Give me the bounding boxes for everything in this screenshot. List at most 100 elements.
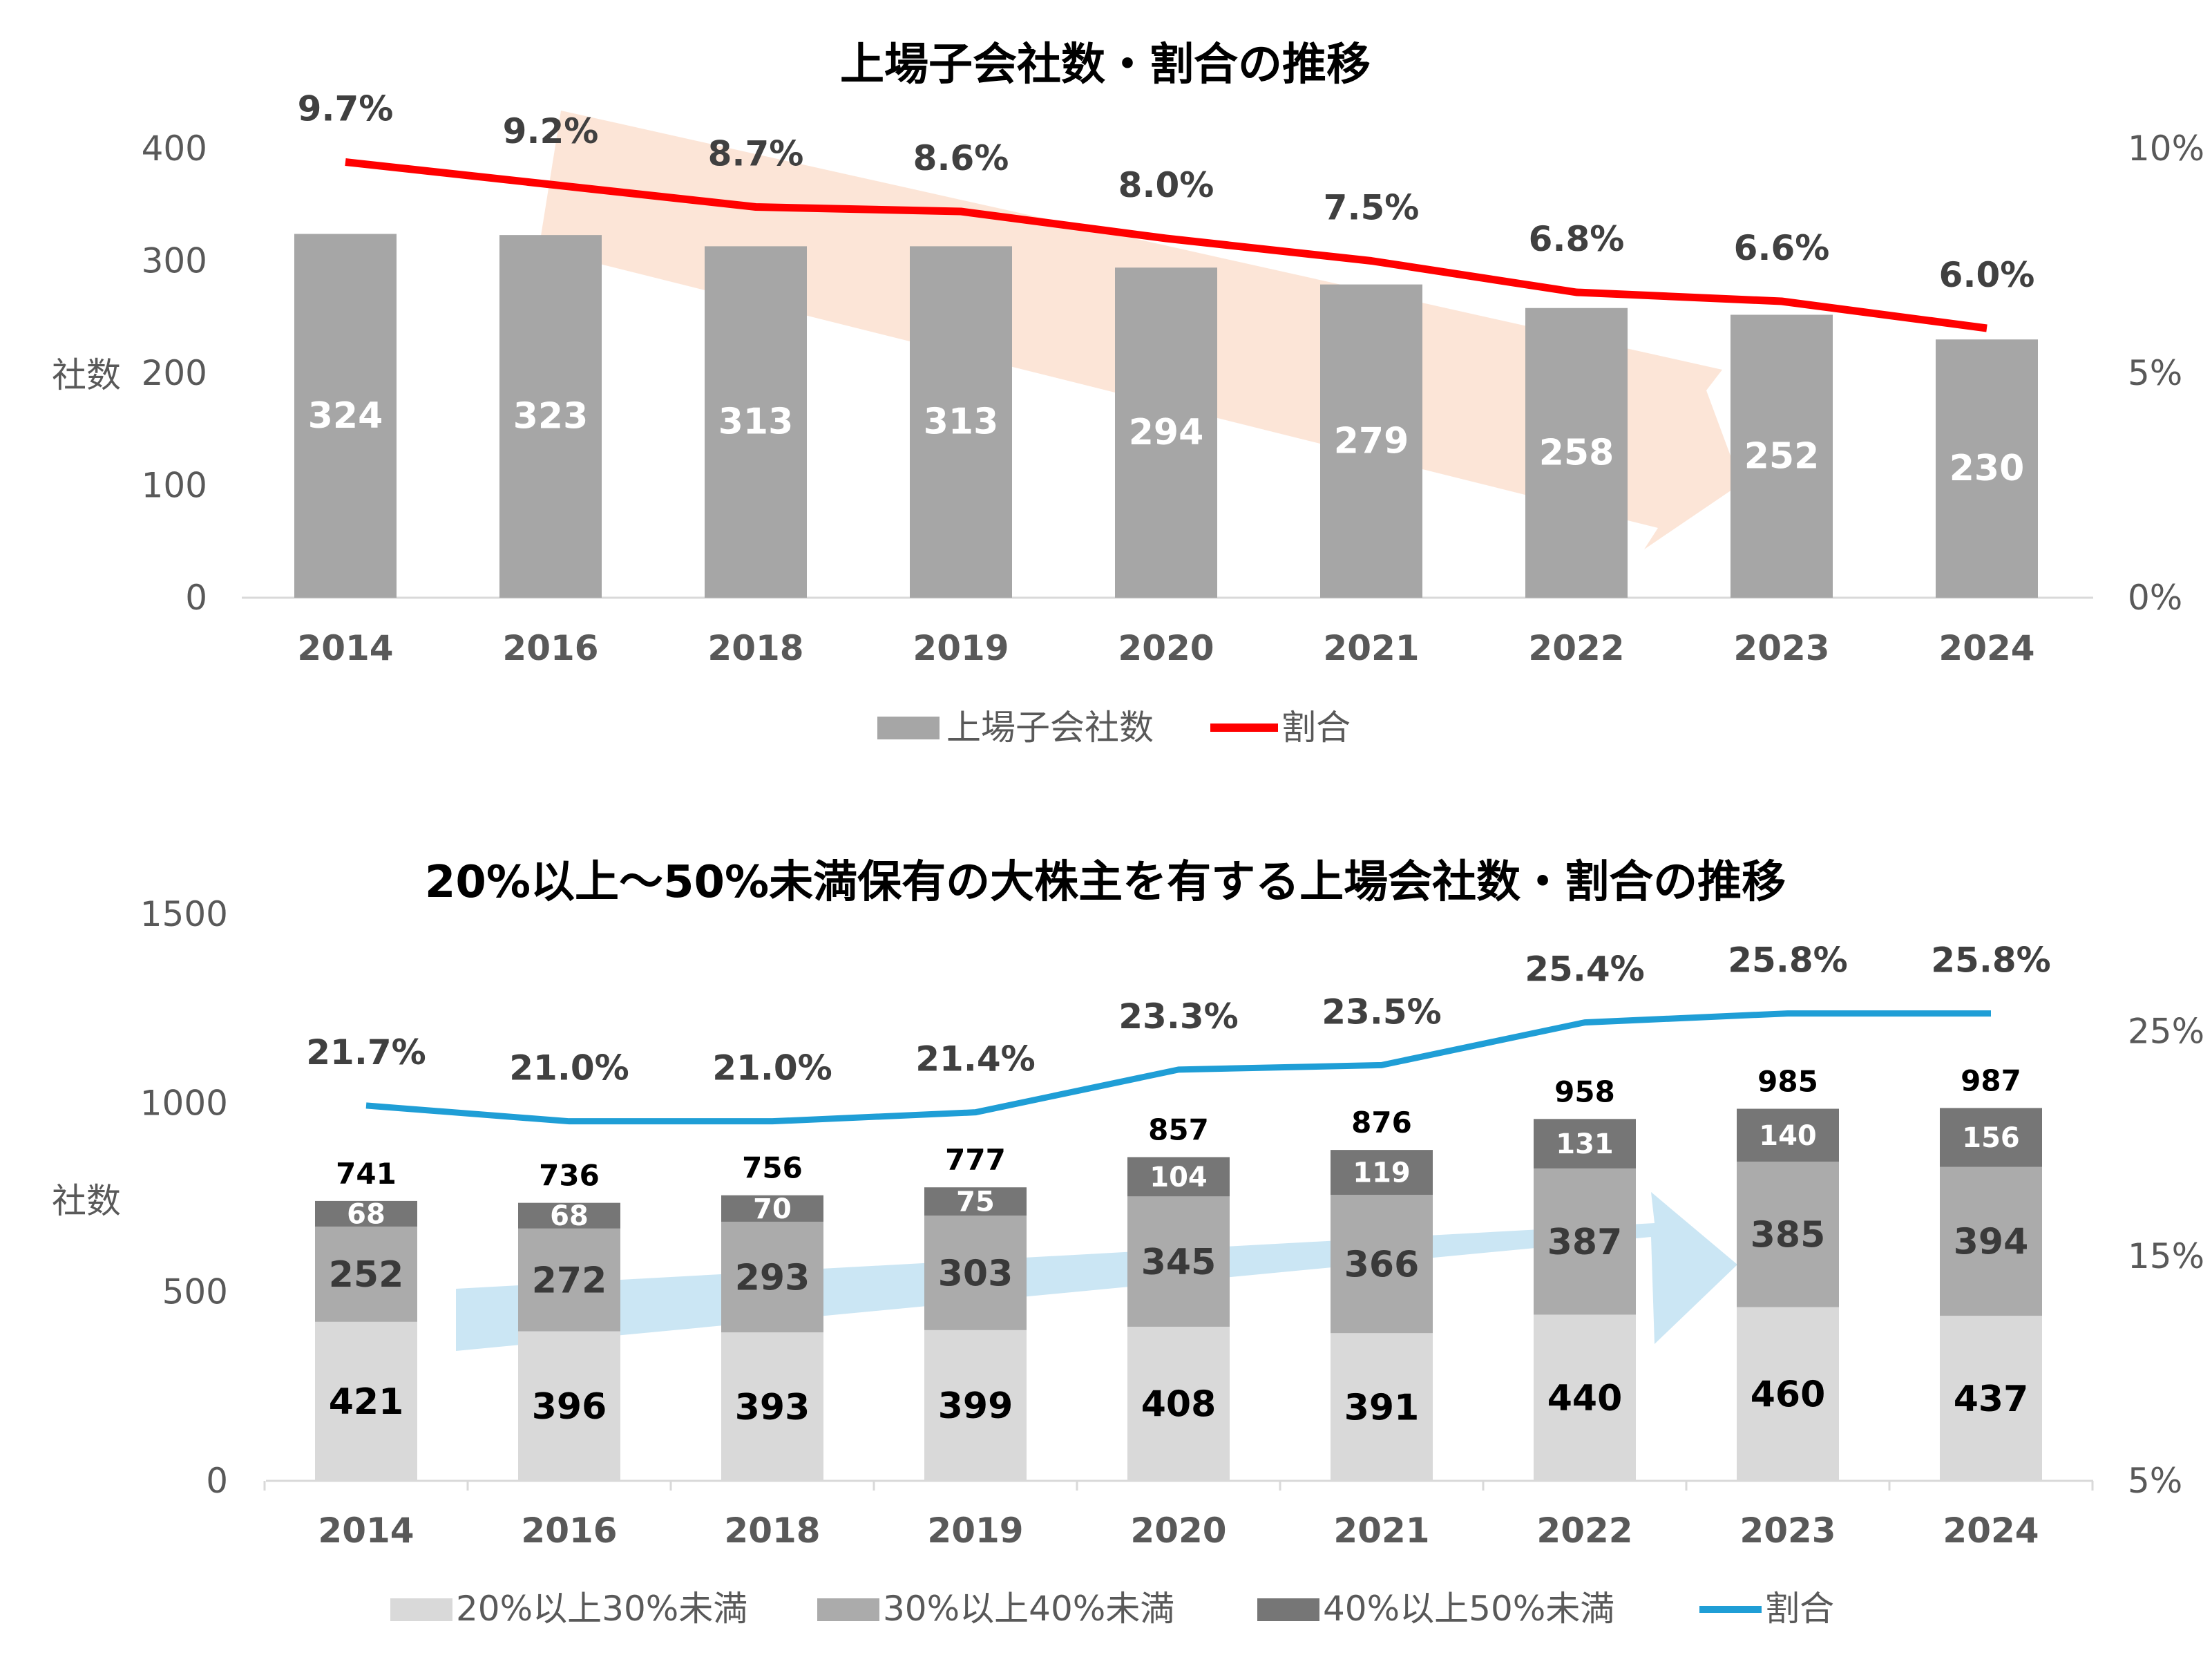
bottom-total-label: 987: [1961, 1063, 2021, 1097]
bottom-segment-value-label: 345: [1141, 1242, 1217, 1283]
bottom-y-axis-label: 社数: [52, 1181, 121, 1221]
bottom-segment-value-label: 68: [347, 1199, 385, 1231]
top-x-axis-ticks: 2014 2016 2018 2019 2020 2021 2022 2023 2024: [297, 628, 2034, 668]
bottom-total-label: 777: [945, 1143, 1006, 1177]
bottom-ratio-value-label: 23.5%: [1322, 992, 1441, 1032]
bottom-y-tick-label: 0: [206, 1461, 228, 1501]
bottom-bar-segment: [924, 1187, 1027, 1216]
top-ratio-value-label: 8.0%: [1118, 165, 1214, 205]
bottom-bar-segment: [1127, 1196, 1230, 1327]
bottom-segment-value-label: 68: [550, 1200, 589, 1232]
bottom-x-tick-label: 2019: [927, 1511, 1023, 1551]
bottom-segment-value-label: 460: [1751, 1374, 1826, 1415]
bottom-bar-segment: [1127, 1326, 1230, 1481]
bottom-segment-value-label: 131: [1556, 1128, 1614, 1160]
bottom-ratio-value-label: 25.8%: [1931, 940, 2050, 981]
top-ratio-value-label: 8.6%: [913, 138, 1009, 178]
top-bar: [1320, 284, 1422, 598]
bottom-ratio-value-label: 21.0%: [712, 1048, 832, 1088]
bottom-ratio-value-label: 25.8%: [1728, 940, 1847, 981]
bottom-ratio-value-label: 25.4%: [1525, 949, 1644, 990]
bottom-y2-tick-label: 5%: [2128, 1461, 2182, 1501]
bottom-total-label: 756: [742, 1151, 803, 1185]
top-x-tick-label: 2018: [707, 628, 803, 668]
bottom-bars: [315, 1108, 2042, 1481]
bottom-legend-swatch-1: [817, 1598, 879, 1621]
bottom-x-tick-label: 2016: [521, 1511, 617, 1551]
bottom-bar-segment: [315, 1200, 417, 1227]
top-bar: [910, 246, 1012, 598]
top-ratio-line-group: [345, 158, 1987, 332]
bottom-segment-value-label: 437: [1954, 1379, 2029, 1420]
bottom-bar-segment: [924, 1330, 1027, 1481]
top-y-tick-label: 300: [142, 241, 207, 281]
bottom-legend-swatch-0: [390, 1598, 452, 1621]
bottom-segment-value-label: 393: [735, 1387, 810, 1428]
top-bar: [499, 235, 602, 598]
bottom-legend-label-1: 30%以上40%未満: [883, 1589, 1174, 1629]
top-ratio-value-label: 6.6%: [1734, 228, 1830, 268]
bottom-bar-segment: [1331, 1333, 1433, 1481]
top-ratio-value-label: 7.5%: [1324, 188, 1420, 228]
bottom-segment-value-label: 303: [938, 1253, 1013, 1294]
bottom-bar-segment: [721, 1332, 823, 1481]
bottom-total-label: 958: [1554, 1075, 1615, 1108]
top-legend-bar-label: 上場子会社数: [946, 708, 1154, 748]
bottom-segment-value-label: 272: [532, 1260, 607, 1301]
bottom-segment-value-label: 421: [329, 1381, 404, 1423]
bottom-x-axis-ticks: 2014 2016 2018 2019 2020 2021 2022 2023 2024: [318, 1511, 2039, 1551]
bottom-bar-segment: [721, 1221, 823, 1333]
top-ratio-value-label: 8.7%: [708, 134, 804, 174]
top-x-tick-label: 2024: [1938, 628, 2034, 668]
bottom-y2-axis-ticks: 5% 15% 25%: [2128, 1012, 2204, 1501]
top-bar: [1115, 267, 1217, 598]
top-bar-value-label: 252: [1744, 435, 1820, 477]
bottom-legend-label-0: 20%以上30%未満: [456, 1589, 747, 1629]
bottom-y2-tick-label: 15%: [2128, 1236, 2204, 1276]
bottom-y-tick-label: 1500: [140, 894, 228, 934]
top-bar-value-label: 323: [513, 396, 589, 437]
top-bar-value-label: 230: [1949, 448, 2025, 489]
top-ratio-value-label: 9.2%: [503, 111, 599, 151]
bottom-segment-value-label: 385: [1751, 1215, 1826, 1256]
top-y-axis-ticks: 0 100 200 300 400: [142, 129, 207, 618]
bottom-ratio-value-label: 23.3%: [1118, 996, 1238, 1037]
bottom-legend-label-2: 40%以上50%未満: [1323, 1589, 1614, 1629]
top-bar-labels: 324 323 313 313 294 279 258 252 230: [308, 395, 2025, 489]
bottom-segment-value-label: 293: [735, 1257, 810, 1298]
top-bar-value-label: 313: [718, 401, 794, 443]
bottom-bar-segment: [518, 1202, 620, 1229]
bottom-segment-value-label: 104: [1150, 1162, 1208, 1193]
bottom-total-label: 741: [336, 1157, 397, 1191]
top-y2-tick-label: 0%: [2128, 578, 2182, 618]
bottom-bar-labels: 421 252 68 396 272 68 393 293 70 399 303 75 408 345 10…: [329, 1120, 2029, 1429]
bottom-ratio-value-label: 21.0%: [509, 1048, 629, 1088]
top-y2-tick-label: 5%: [2128, 353, 2182, 393]
bottom-x-axis-dividers: [263, 1481, 2094, 1491]
top-x-tick-label: 2019: [913, 628, 1009, 668]
bottom-ratio-line: [365, 1010, 1991, 1125]
top-bar: [1525, 308, 1628, 598]
top-ratio-labels: 9.7% 9.2% 8.7% 8.6% 8.0% 7.5% 6.8% 6.6% 6.0%: [298, 89, 2035, 296]
bottom-y2-tick-label: 25%: [2128, 1012, 2204, 1052]
top-bar: [1936, 339, 2038, 598]
bottom-x-tick-label: 2024: [1943, 1511, 2039, 1551]
top-x-tick-label: 2016: [502, 628, 598, 668]
top-x-tick-label: 2021: [1323, 628, 1419, 668]
bottom-segment-value-label: 391: [1344, 1387, 1420, 1428]
top-bar: [705, 246, 807, 598]
top-bar-value-label: 313: [924, 401, 999, 443]
bottom-segment-value-label: 408: [1141, 1384, 1217, 1426]
bottom-chart-title: 20%以上～50%未満保有の大株主を有する上場会社数・割合の推移: [425, 857, 1786, 908]
bottom-x-tick-label: 2022: [1536, 1511, 1632, 1551]
top-bars: [294, 234, 2038, 598]
bottom-total-label: 985: [1757, 1065, 1818, 1099]
top-legend: 上場子会社数 割合: [877, 708, 1351, 748]
bottom-legend-label-3: 割合: [1765, 1589, 1834, 1629]
top-bar-value-label: 294: [1129, 412, 1204, 453]
bottom-legend-swatch-2: [1257, 1598, 1319, 1621]
top-bar-value-label: 258: [1539, 432, 1614, 473]
bottom-segment-value-label: 252: [329, 1254, 404, 1296]
bottom-bar-segment: [1737, 1108, 1839, 1162]
top-legend-line-label: 割合: [1281, 708, 1351, 748]
